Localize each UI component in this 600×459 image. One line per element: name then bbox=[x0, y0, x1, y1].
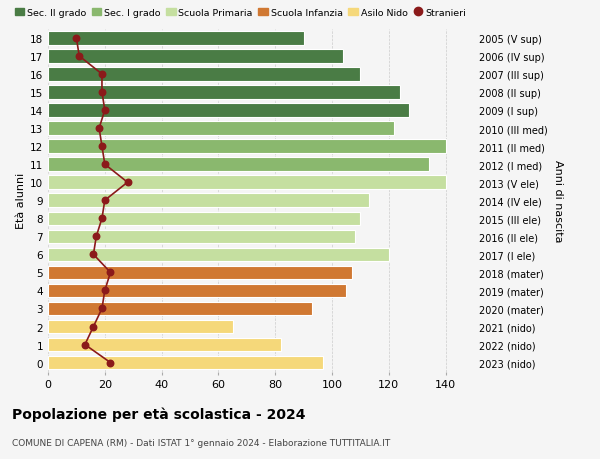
Point bbox=[97, 305, 107, 313]
Point bbox=[97, 215, 107, 223]
Point bbox=[89, 251, 98, 258]
Bar bbox=[48, 320, 233, 334]
Bar bbox=[48, 284, 346, 297]
Legend: Sec. II grado, Sec. I grado, Scuola Primaria, Scuola Infanzia, Asilo Nido, Stran: Sec. II grado, Sec. I grado, Scuola Prim… bbox=[11, 5, 470, 22]
Bar bbox=[48, 68, 361, 82]
Bar bbox=[48, 176, 446, 190]
Bar bbox=[48, 140, 446, 154]
Point bbox=[71, 35, 81, 43]
Point bbox=[106, 269, 115, 276]
Point bbox=[100, 287, 110, 295]
Point bbox=[100, 197, 110, 205]
Bar bbox=[48, 86, 400, 100]
Point bbox=[100, 161, 110, 168]
Text: Popolazione per età scolastica - 2024: Popolazione per età scolastica - 2024 bbox=[12, 406, 305, 421]
Bar bbox=[48, 104, 409, 118]
Point bbox=[106, 359, 115, 366]
Bar bbox=[48, 194, 369, 207]
Point bbox=[123, 179, 133, 186]
Bar bbox=[48, 230, 355, 244]
Point bbox=[94, 125, 104, 133]
Point bbox=[89, 323, 98, 330]
Bar bbox=[48, 212, 361, 225]
Bar bbox=[48, 248, 389, 262]
Bar bbox=[48, 338, 281, 352]
Bar bbox=[48, 356, 323, 369]
Bar bbox=[48, 32, 304, 45]
Bar bbox=[48, 158, 428, 172]
Bar bbox=[48, 266, 352, 280]
Y-axis label: Età alunni: Età alunni bbox=[16, 173, 26, 229]
Point bbox=[97, 89, 107, 96]
Point bbox=[91, 233, 101, 241]
Bar bbox=[48, 302, 312, 315]
Text: COMUNE DI CAPENA (RM) - Dati ISTAT 1° gennaio 2024 - Elaborazione TUTTITALIA.IT: COMUNE DI CAPENA (RM) - Dati ISTAT 1° ge… bbox=[12, 438, 390, 448]
Point bbox=[100, 107, 110, 114]
Bar bbox=[48, 50, 343, 64]
Point bbox=[97, 143, 107, 151]
Point bbox=[80, 341, 90, 348]
Point bbox=[97, 71, 107, 78]
Bar bbox=[48, 122, 394, 135]
Y-axis label: Anni di nascita: Anni di nascita bbox=[553, 160, 563, 242]
Point bbox=[74, 53, 84, 61]
